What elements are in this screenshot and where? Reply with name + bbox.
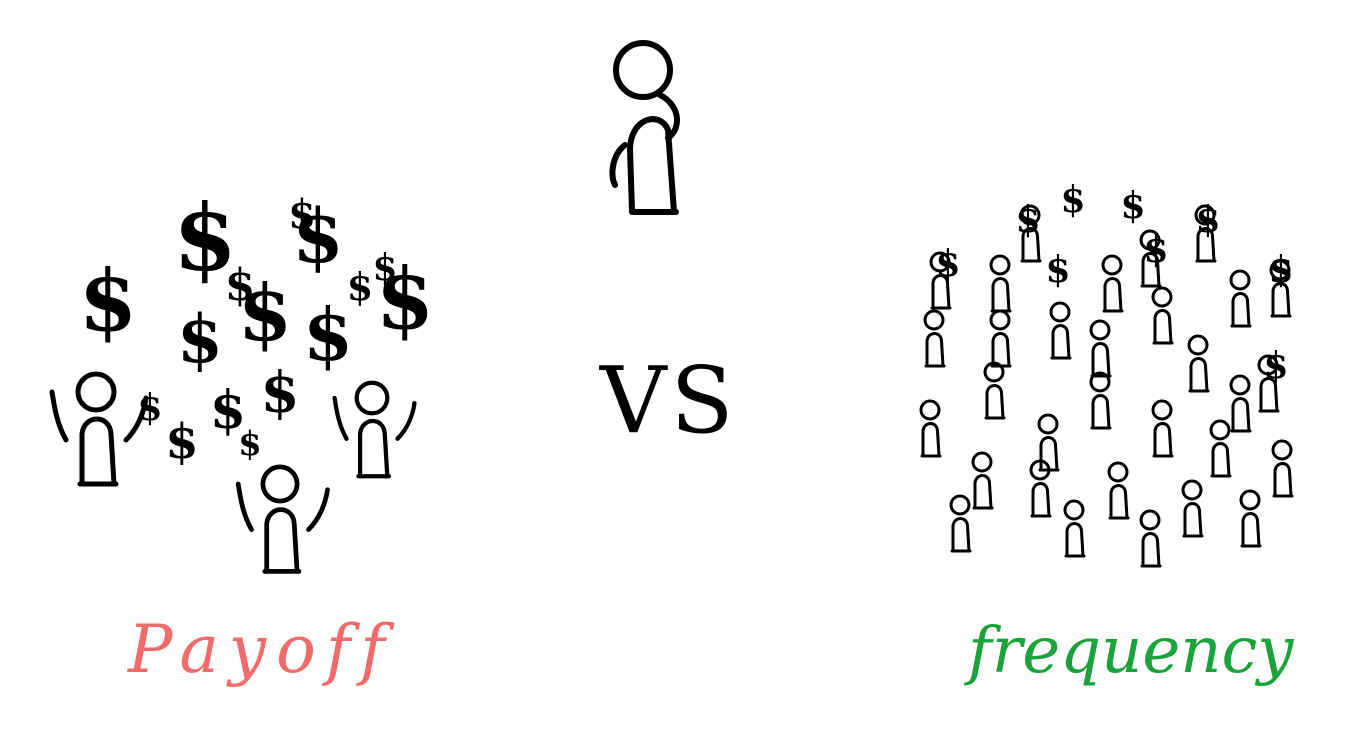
right-person-18 [1063,499,1086,558]
right-person-27 [1209,419,1232,478]
left-dollar-sign-10: $ [261,360,300,426]
right-people-group [919,204,1294,568]
right-person-15 [971,451,994,510]
left-dollar-sign-14: $ [137,387,162,429]
left-dollar-sign-9: $ [210,380,246,441]
right-person-30 [1029,459,1052,518]
right-dollar-sign-8: $ [1268,249,1293,291]
left-dollar-sign-13: $ [347,264,373,309]
left-dollar-sign-7: $ [303,292,353,377]
payoff-label: Payoff [127,611,395,688]
right-person-7 [1187,334,1210,393]
left-dollar-sign-5: $ [238,268,292,359]
right-person-26 [1089,319,1112,378]
left-dollar-sign-2: $ [173,184,237,292]
right-dollar-sign-3: $ [1120,185,1145,227]
left-dollar-sign-3: $ [292,194,344,280]
left-dollar-sign-15: $ [238,424,262,464]
right-person-19 [1269,259,1292,318]
right-person-22 [1139,229,1162,288]
right-person-10 [1229,374,1252,433]
left-person-1 [49,371,149,487]
right-person-6 [923,309,946,368]
right-dollar-sign-2: $ [1060,179,1085,221]
right-person-14 [1271,439,1294,498]
right-person-25 [989,309,1012,368]
right-person-5 [1151,286,1174,345]
right-person-4 [1049,301,1072,360]
right-dollar-sign-7: $ [1045,249,1070,291]
left-dollar-sign-16: $ [372,247,397,289]
right-person-28 [949,494,972,553]
right-dollar-sign-9: $ [1263,345,1288,387]
right-dollar-sign-5: $ [1143,229,1168,271]
right-dollar-sign-4: $ [1195,199,1220,241]
right-person-3 [1229,269,1252,328]
left-dollar-sign-6: $ [177,300,223,378]
left-person-2 [332,380,417,479]
right-person-11 [919,399,942,458]
frequency-label: frequency [964,614,1294,688]
right-person-16 [1107,461,1130,520]
right-person-23 [929,251,952,310]
right-person-9 [1089,371,1112,430]
left-dollar-sign-12: $ [288,191,316,238]
right-person-20 [1194,204,1217,263]
right-person-24 [1257,354,1280,413]
right-person-8 [983,361,1006,420]
right-person-13 [1151,399,1174,458]
left-dollar-signs-group: $$ $$$$ $$$ $$$$$$$ [79,184,434,470]
left-dollar-sign-11: $ [225,260,256,311]
left-people-group [49,371,417,574]
left-dollar-sign-8: $ [165,414,198,470]
right-person-29 [1139,509,1162,568]
right-person-17 [1181,479,1204,538]
right-person-21 [1019,204,1042,263]
right-dollar-sign-1: $ [1015,199,1040,241]
right-dollar-signs-group: $ $ $ $$$ $ $$ [935,179,1293,387]
right-dollar-sign-6: $ [935,243,960,285]
center-person-figure [609,40,680,215]
right-person-2 [1101,254,1124,313]
left-person-3 [235,464,330,574]
left-dollar-sign-4: $ [376,249,434,348]
left-dollar-sign-1: $ [79,251,137,350]
vs-label: VS [599,347,737,454]
right-person-31 [1239,489,1262,548]
right-person-1 [989,254,1012,313]
